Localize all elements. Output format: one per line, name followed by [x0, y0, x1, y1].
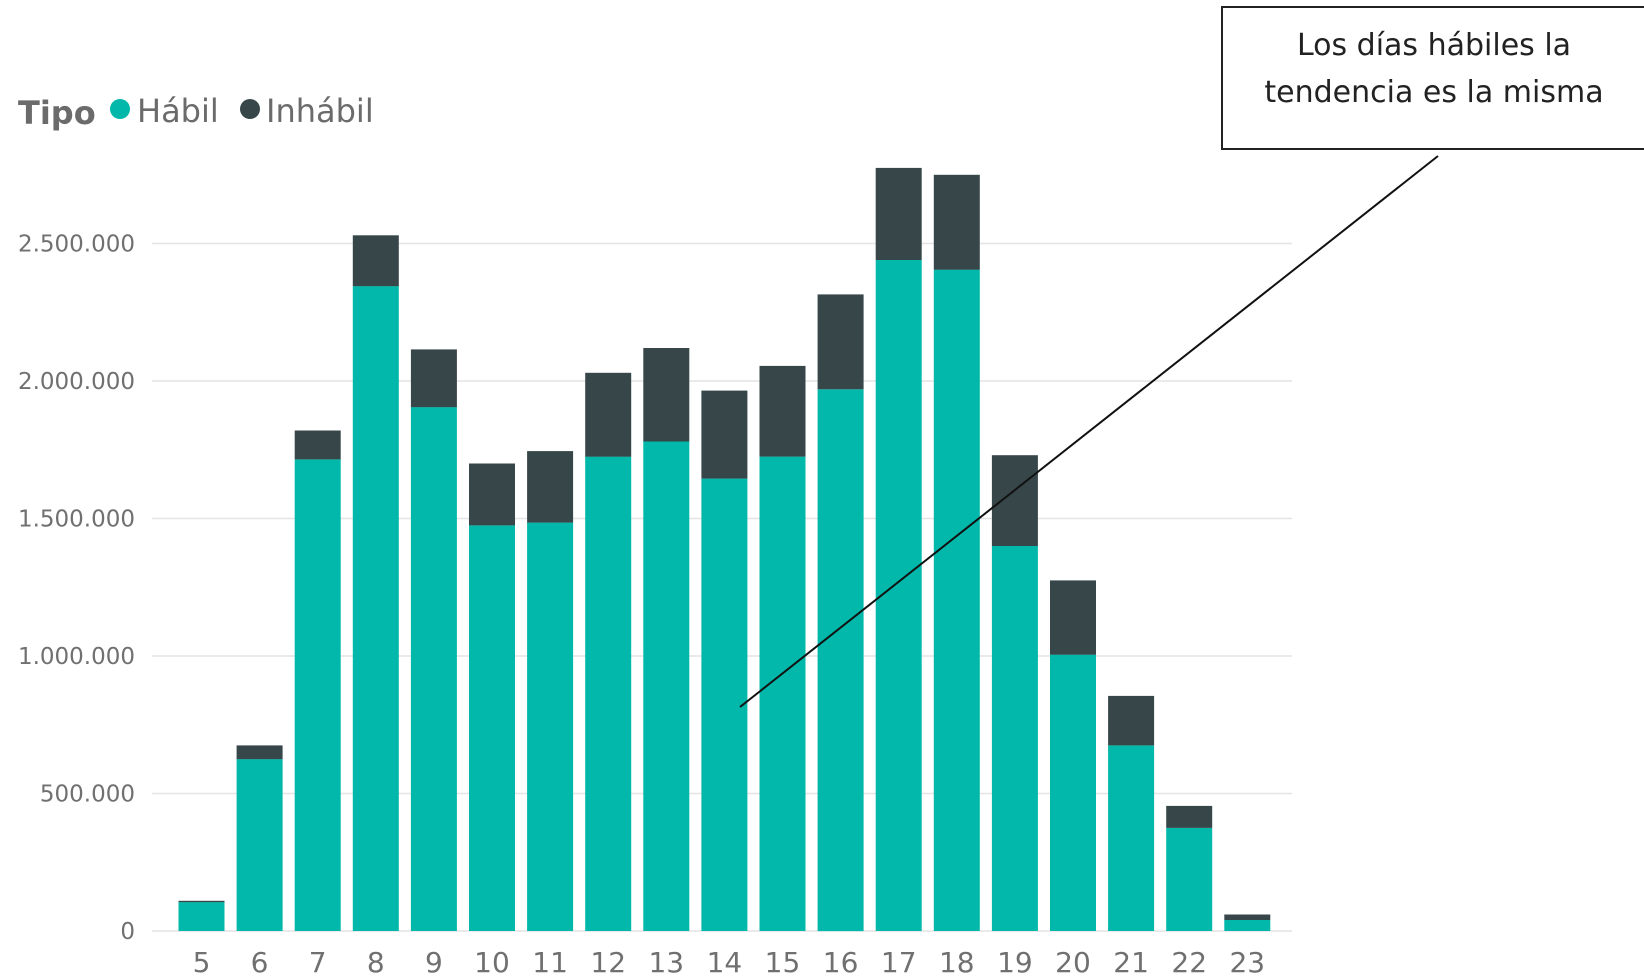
x-tick-label: 11: [532, 946, 568, 977]
annotation-box: [1221, 6, 1644, 150]
legend: Tipo Hábil Inhábil: [18, 92, 374, 132]
bar-inhabil-16: [817, 294, 864, 390]
bar-habil-22: [1166, 827, 1213, 931]
x-tick-label: 9: [425, 946, 443, 977]
x-tick-label: 12: [590, 946, 626, 977]
x-tick-label: 15: [765, 946, 801, 977]
bar-inhabil-17: [875, 167, 922, 260]
bar-inhabil-12: [585, 372, 632, 457]
bar-inhabil-18: [933, 174, 980, 270]
bar-inhabil-21: [1108, 695, 1155, 746]
x-tick-label: 5: [193, 946, 211, 977]
bar-habil-20: [1050, 654, 1096, 931]
legend-label-habil: Hábil: [137, 92, 219, 130]
y-tick-label: 0: [120, 919, 135, 945]
bar-inhabil-7: [294, 430, 341, 460]
x-tick-label: 6: [251, 946, 269, 977]
bar-habil-7: [294, 459, 341, 931]
bar-habil-17: [875, 260, 922, 931]
x-tick-label: 8: [367, 946, 385, 977]
bar-inhabil-10: [469, 463, 515, 526]
x-tick-label: 17: [881, 946, 917, 977]
bar-inhabil-6: [236, 745, 283, 760]
bar-inhabil-5: [178, 900, 225, 903]
y-tick-label: 500.000: [40, 782, 135, 808]
x-tick-label: 10: [474, 946, 510, 977]
bar-habil-14: [701, 478, 748, 931]
x-tick-label: 19: [997, 946, 1033, 977]
bars: [178, 167, 1271, 932]
bar-inhabil-13: [643, 348, 690, 442]
bar-habil-13: [643, 441, 690, 931]
legend-title: Tipo: [18, 94, 96, 132]
annotation-line-2: tendencia es la misma: [1264, 75, 1603, 110]
legend-swatch-habil: [110, 99, 130, 119]
bar-habil-6: [236, 759, 283, 931]
bar-habil-5: [178, 902, 225, 931]
x-tick-label: 13: [648, 946, 684, 977]
bar-inhabil-15: [759, 365, 806, 457]
bar-habil-10: [469, 525, 515, 931]
bar-inhabil-9: [410, 349, 457, 408]
y-tick-label: 2.500.000: [18, 232, 135, 258]
bar-habil-19: [991, 546, 1038, 931]
annotation-callout: Los días hábiles la tendencia es la mism…: [739, 6, 1644, 708]
bar-habil-15: [759, 456, 806, 931]
y-axis-ticks: 0 500.000 1.000.000 1.500.000 2.000.000 2.500…: [18, 232, 135, 946]
bar-habil-23: [1224, 920, 1271, 931]
bar-habil-18: [933, 269, 980, 932]
bar-inhabil-14: [701, 390, 748, 479]
bar-habil-12: [585, 456, 632, 931]
x-axis-ticks: 5 6 7 8 9 10 11 12 13 14 15 16 17 18 19 20 21 22 23: [193, 946, 1266, 977]
bar-inhabil-23: [1224, 914, 1271, 920]
x-tick-label: 14: [707, 946, 743, 977]
bar-habil-16: [817, 389, 864, 932]
bar-inhabil-11: [527, 451, 574, 523]
y-tick-label: 1.000.000: [18, 644, 135, 670]
legend-swatch-inhabil: [240, 99, 260, 119]
x-tick-label: 20: [1055, 946, 1091, 977]
x-tick-label: 18: [939, 946, 975, 977]
x-tick-label: 16: [823, 946, 859, 977]
bar-inhabil-20: [1050, 580, 1096, 655]
y-tick-label: 2.000.000: [18, 369, 135, 395]
bar-inhabil-19: [991, 455, 1038, 546]
legend-label-inhabil: Inhábil: [266, 92, 374, 130]
y-tick-label: 1.500.000: [18, 507, 135, 533]
bar-habil-9: [410, 407, 457, 932]
bar-inhabil-8: [352, 235, 399, 287]
bar-habil-21: [1108, 745, 1155, 931]
x-tick-label: 7: [309, 946, 327, 977]
bar-habil-11: [527, 522, 574, 931]
annotation-line-1: Los días hábiles la: [1297, 28, 1571, 63]
bar-habil-8: [352, 286, 399, 932]
bar-inhabil-22: [1166, 805, 1213, 828]
annotation-leader-line: [739, 155, 1439, 708]
x-tick-label: 22: [1171, 946, 1207, 977]
x-tick-label: 21: [1113, 946, 1149, 977]
x-tick-label: 23: [1229, 946, 1265, 977]
